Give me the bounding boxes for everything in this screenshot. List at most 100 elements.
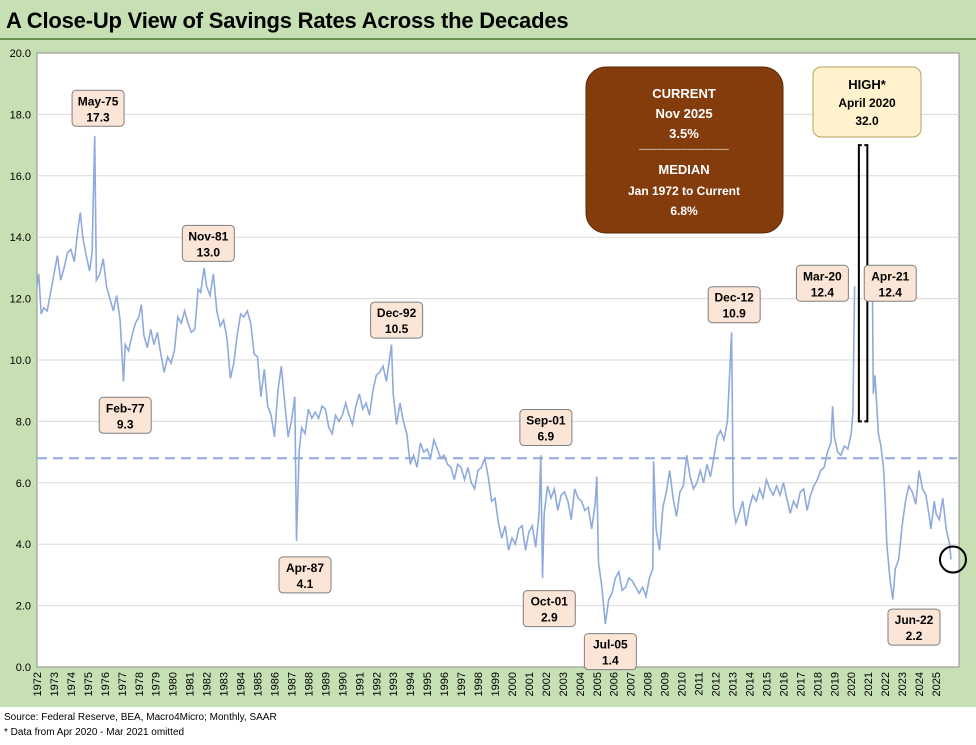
annotation-box [707,286,761,324]
annotation-date: Jun-22 [895,613,934,627]
median-value: 6.8% [670,204,698,218]
x-tick-label: 2020 [846,672,858,696]
x-tick-label: 2007 [626,672,638,696]
annotation-date: May-75 [78,94,119,108]
annotation-date: Apr-87 [286,561,324,575]
x-tick-label: 1973 [49,672,61,696]
x-tick-label: 2006 [609,672,621,696]
median-range: Jan 1972 to Current [628,184,740,198]
annotation-value: 13.0 [197,245,221,259]
x-tick-label: 2009 [660,672,672,696]
annotation-may-75: May-75 17.3 [71,89,125,127]
annotation-dec-92: Dec-92 10.5 [370,301,424,339]
annotation-oct-01: Oct-01 2.9 [522,590,576,628]
annotation-date: Apr-21 [871,269,909,283]
annotation-box [98,396,152,434]
y-tick-label: 20.0 [10,48,31,60]
x-tick-label: 2022 [880,672,892,696]
x-tick-label: 2002 [541,672,553,696]
annotation-value: 17.3 [86,110,110,124]
annotation-date: Dec-92 [377,306,417,320]
x-tick-label: 1977 [117,672,129,696]
annotation-value: 1.4 [602,654,619,668]
annotation-value: 12.4 [879,285,903,299]
high-date: April 2020 [838,96,896,110]
x-tick-label: 1999 [490,672,502,696]
x-tick-label: 1976 [100,672,112,696]
y-tick-label: 6.0 [16,478,31,490]
y-tick-label: 12.0 [10,294,31,306]
x-tick-label: 1996 [439,672,451,696]
annotation-value: 10.5 [385,322,409,336]
x-axis-ticks: 1972 1973 1974 1975 1976 1977 1978 1979 1980 1981… [32,672,943,696]
title-bar: A Close-Up View of Savings Rates Across … [0,0,976,40]
x-tick-label: 1982 [202,672,214,696]
x-tick-label: 2003 [558,672,570,696]
high-value: 32.0 [855,114,879,128]
annotation-sep-01: Sep-01 6.9 [519,409,573,447]
y-tick-label: 8.0 [16,416,31,428]
annotation-value: 2.2 [906,629,923,643]
current-label: CURRENT [652,86,716,101]
annotation-value: 10.9 [722,307,746,321]
annotation-box [370,301,424,339]
x-tick-label: 2014 [744,672,756,696]
current-date: Nov 2025 [655,106,712,121]
median-label: MEDIAN [658,162,709,177]
x-tick-label: 2013 [727,672,739,696]
annotation-feb-77: Feb-77 9.3 [98,396,152,434]
source-note: Source: Federal Reserve, BEA, Macro4Micr… [4,712,277,723]
bracket-left [857,144,862,423]
x-tick-label: 1998 [473,672,485,696]
y-tick-label: 14.0 [10,232,31,244]
annotation-jul-05: Jul-05 1.4 [583,633,637,671]
annotation-apr-87: Apr-87 4.1 [278,556,332,594]
annotation-box [181,224,235,262]
x-tick-label: 1975 [83,672,95,696]
x-tick-label: 2001 [524,672,536,696]
x-tick-label: 1974 [66,672,78,696]
box-separator: ------------------------------ [639,144,729,154]
annotation-box [519,409,573,447]
y-tick-label: 18.0 [10,109,31,121]
high-label: HIGH* [848,77,887,92]
x-tick-label: 1981 [185,672,197,696]
x-tick-label: 2024 [914,672,926,696]
annotation-apr-21: Apr-21 12.4 [863,264,917,302]
y-tick-label: 16.0 [10,171,31,183]
annotation-dec-12: Dec-12 10.9 [707,286,761,324]
annotation-value: 4.1 [297,577,314,591]
annotations: May-75 17.3 Feb-77 9.3 Nov-81 13.0 Apr-87 4.1 De… [71,89,941,671]
x-tick-label: 1993 [388,672,400,696]
x-tick-label: 2008 [643,672,655,696]
annotation-jun-22: Jun-22 2.2 [887,608,941,646]
x-tick-label: 2015 [761,672,773,696]
annotation-value: 9.3 [117,417,134,431]
y-axis-ticks: 0.0 2.0 4.0 6.0 8.0 10.0 12.0 14.0 16.0 18.0 20.0 [10,48,31,674]
x-tick-label: 2012 [711,672,723,696]
x-tick-label: 1985 [253,672,265,696]
x-tick-label: 2004 [575,672,587,696]
annotation-date: Feb-77 [106,401,145,415]
annotation-box [795,264,849,302]
annotation-date: Oct-01 [531,595,569,609]
x-tick-label: 1979 [151,672,163,696]
annotation-date: Sep-01 [526,414,566,428]
annotation-box [71,89,125,127]
y-tick-label: 4.0 [16,539,31,551]
annotation-box [583,633,637,671]
x-tick-label: 1980 [168,672,180,696]
annotation-date: Nov-81 [188,229,228,243]
x-tick-label: 2019 [829,672,841,696]
x-tick-label: 1978 [134,672,146,696]
x-tick-label: 2021 [863,672,875,696]
x-tick-label: 1992 [371,672,383,696]
current-value-marker [938,545,967,574]
x-tick-label: 1972 [32,672,44,696]
x-tick-label: 1988 [303,672,315,696]
x-tick-label: 1987 [286,672,298,696]
high-box: HIGH* April 2020 32.0 [812,66,922,138]
x-tick-label: 2017 [795,672,807,696]
y-tick-label: 0.0 [16,662,31,674]
x-tick-label: 1990 [337,672,349,696]
